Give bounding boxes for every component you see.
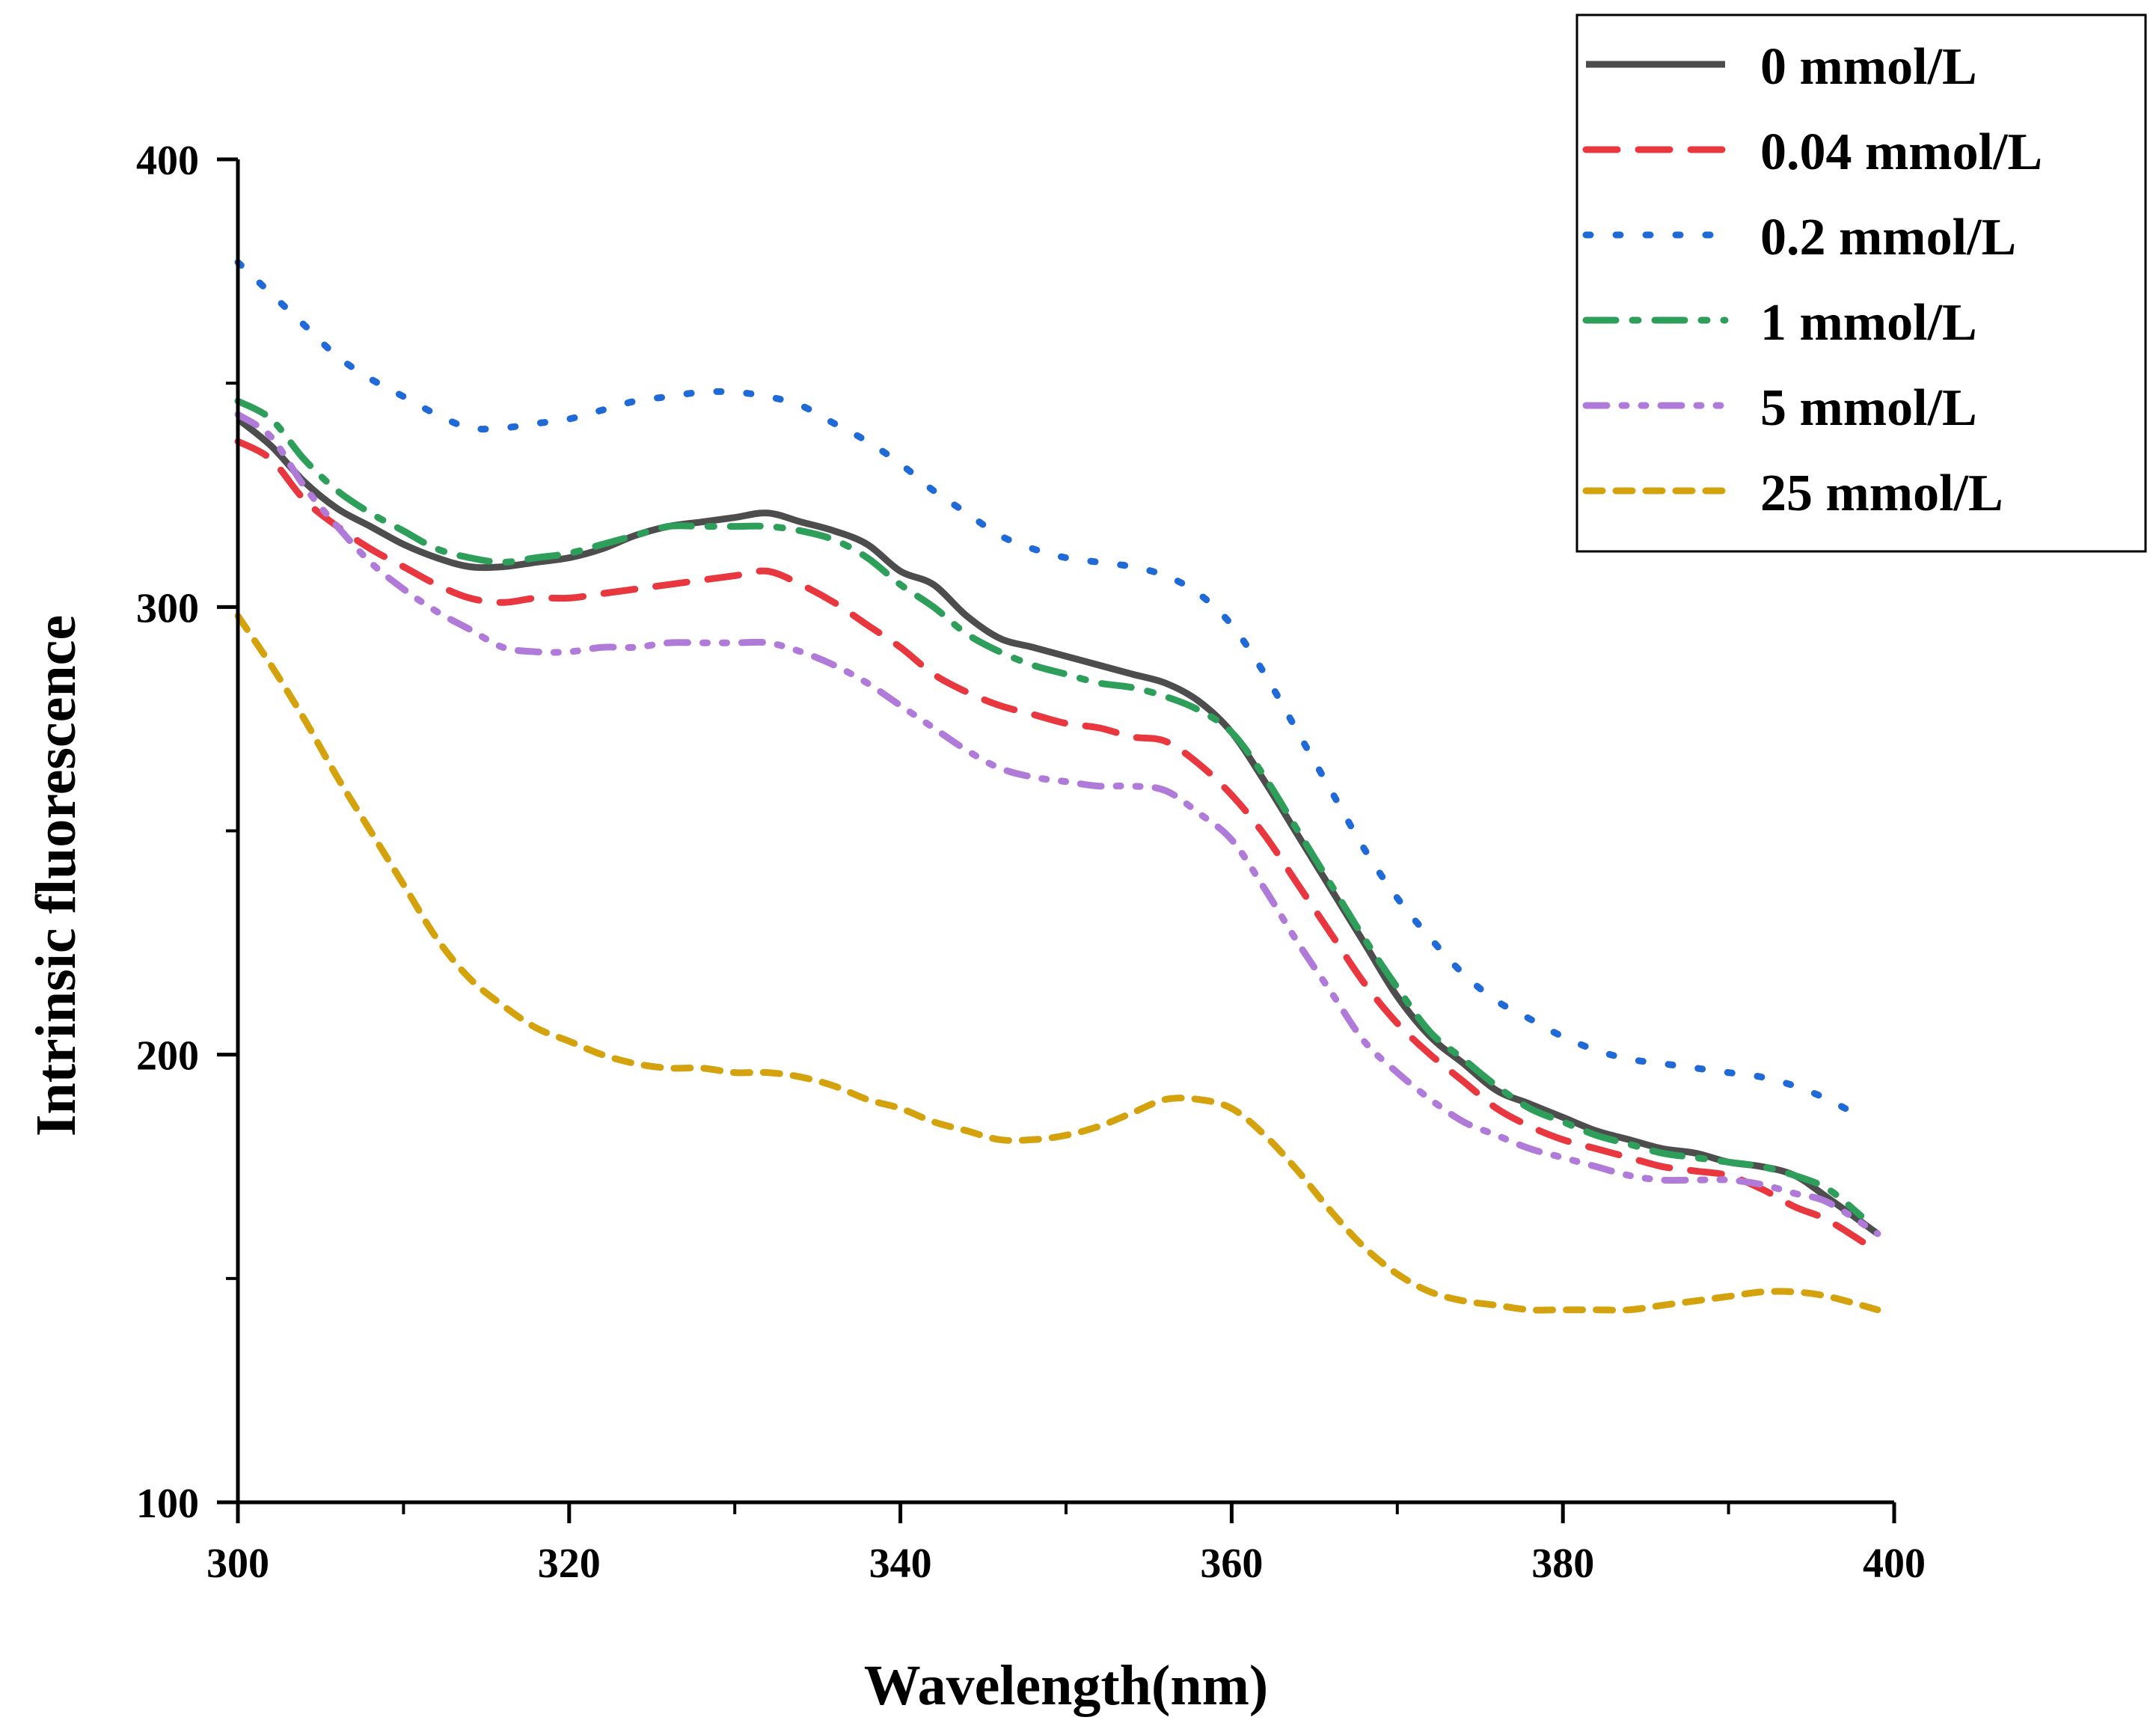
series-line-2 — [234, 259, 1865, 1121]
x-tick-label: 380 — [1531, 1540, 1594, 1587]
x-tick-label: 400 — [1863, 1540, 1926, 1587]
legend-label-3: 1 mmol/L — [1760, 294, 1977, 352]
legend-box — [1575, 13, 2147, 553]
series-line-3 — [234, 397, 1865, 1220]
legend-items: 0 mmol/L 0.04 mmol/L 0.2 mmol/L 1 mmol/L 5 m… — [1582, 38, 2042, 522]
y-tick-label: 400 — [136, 138, 199, 184]
legend: 0 mmol/L 0.04 mmol/L 0.2 mmol/L 1 mmol/L 5 m… — [1575, 13, 2147, 553]
x-tick-label: 320 — [538, 1540, 601, 1587]
y-axis-title: Intrinsic fluorescence — [25, 615, 88, 1136]
x-tick-label: 300 — [206, 1540, 269, 1587]
legend-label-2: 0.2 mmol/L — [1760, 209, 2016, 266]
legend-label-5: 25 mmol/L — [1760, 465, 2003, 522]
series-line-4 — [234, 411, 1881, 1237]
y-tick-label: 300 — [136, 585, 199, 631]
legend-label-1: 0.04 mmol/L — [1760, 123, 2042, 181]
x-tick-label: 360 — [1200, 1540, 1263, 1587]
legend-label-4: 5 mmol/L — [1760, 379, 1977, 437]
series-line-1 — [234, 438, 1881, 1255]
series-line-5 — [234, 612, 1881, 1314]
y-tick-label: 100 — [136, 1481, 199, 1527]
x-tick-label: 340 — [869, 1540, 932, 1587]
series-line-0 — [236, 416, 1880, 1237]
legend-label-0: 0 mmol/L — [1760, 38, 1977, 96]
y-tick-label: 200 — [136, 1033, 199, 1080]
ticks: 300 320 340 360 380 400 100 200 300 400 — [136, 138, 1926, 1587]
x-axis-title: Wavelength(nm) — [864, 1654, 1268, 1717]
series-layer — [234, 259, 1881, 1314]
